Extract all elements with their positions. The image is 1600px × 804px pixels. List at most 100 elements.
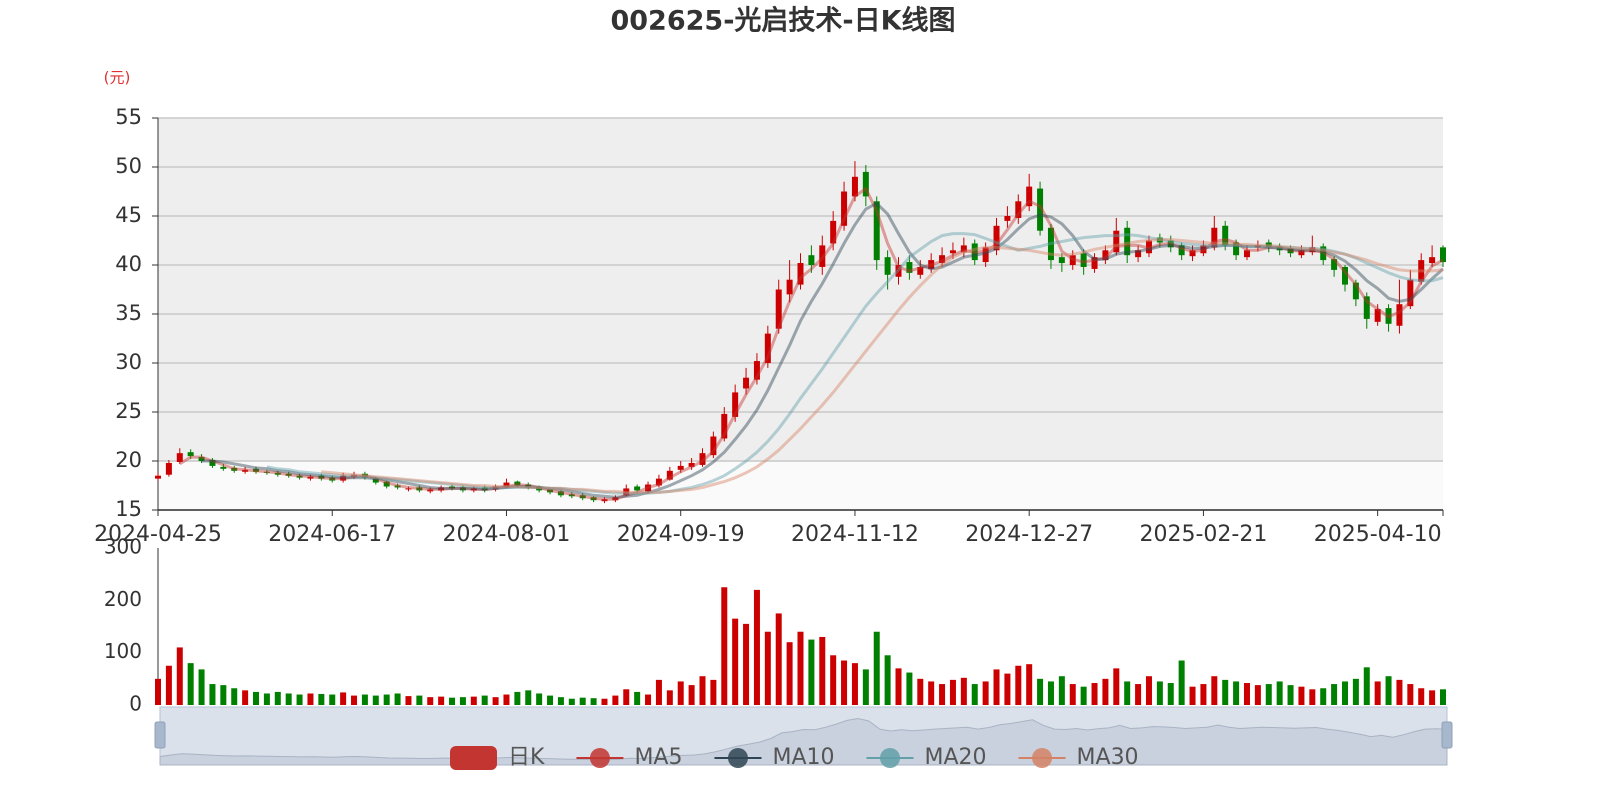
candle-body <box>841 191 848 226</box>
candle-body <box>1135 250 1142 258</box>
legend-label: MA5 <box>634 745 682 770</box>
volume-bar <box>1135 684 1142 705</box>
candle-body <box>1374 309 1381 322</box>
candle-body <box>438 487 445 491</box>
volume-bar <box>1331 684 1338 705</box>
volume-bar <box>1276 681 1283 705</box>
candle-body <box>1200 245 1207 254</box>
candle-body <box>645 484 652 492</box>
candle-body <box>155 475 161 479</box>
volume-bar <box>1200 684 1207 705</box>
candle-body <box>873 201 880 261</box>
candle-body <box>710 436 717 456</box>
candle-body <box>949 250 956 254</box>
legend-item[interactable]: MA5 <box>576 745 682 770</box>
candle-body <box>906 262 913 273</box>
volume-bar <box>601 698 608 705</box>
candle-body <box>307 476 314 479</box>
volume-bar <box>416 695 423 705</box>
candle-body <box>274 472 281 475</box>
volume-bar <box>841 660 848 705</box>
volume-bar <box>470 696 477 705</box>
x-tick-label: 2024-06-17 <box>268 522 396 547</box>
x-tick-label: 2024-09-19 <box>617 522 745 547</box>
candle-body <box>862 171 869 197</box>
volume-bar <box>851 663 858 705</box>
candle-body <box>1440 247 1446 263</box>
volume-bar <box>557 697 564 705</box>
candle-body <box>296 475 303 478</box>
volume-bar <box>242 690 249 705</box>
candle-body <box>939 255 946 264</box>
candle-body <box>242 469 249 472</box>
volume-bar <box>1385 676 1392 705</box>
ma-line <box>266 232 1444 495</box>
volume-bar <box>307 693 314 705</box>
volume-bar <box>492 697 499 705</box>
volume-bar <box>1102 678 1109 705</box>
candle-body <box>1265 242 1272 248</box>
x-tick-label: 2024-08-01 <box>443 522 571 547</box>
candle-body <box>1080 253 1087 267</box>
volume-bar <box>263 693 270 705</box>
volume-bar <box>775 613 782 705</box>
zoom-handle[interactable] <box>154 721 166 749</box>
candle-body <box>318 475 325 479</box>
x-tick-label: 2024-11-12 <box>791 522 919 547</box>
legend-icon <box>1032 748 1053 768</box>
volume-bar <box>612 695 619 705</box>
volume-bar <box>427 697 434 705</box>
volume-bar <box>666 690 673 705</box>
volume-bar <box>634 691 641 705</box>
candle-body <box>797 263 804 285</box>
candle-body <box>971 243 978 261</box>
volume-bar <box>1265 684 1272 705</box>
volume-bar <box>503 694 510 705</box>
candle-body <box>394 485 401 488</box>
volume-bar <box>732 618 739 705</box>
volume-bar <box>677 681 684 705</box>
volume-bar <box>253 691 260 705</box>
volume-tick-label: 0 <box>129 692 142 716</box>
candle-body <box>1287 248 1294 254</box>
candle-body <box>329 477 336 481</box>
legend-item[interactable]: MA30 <box>1018 745 1139 770</box>
candle-body <box>1211 227 1218 248</box>
volume-bar <box>993 669 1000 705</box>
volume-bar <box>721 587 728 705</box>
zoom-handle[interactable] <box>1441 721 1453 749</box>
legend-item[interactable]: 日K <box>450 745 545 770</box>
legend-item[interactable]: MA20 <box>866 745 987 770</box>
volume-bar <box>187 663 194 705</box>
candle-body <box>830 220 837 244</box>
volume-tick-label: 200 <box>104 587 142 611</box>
candle-body <box>1418 260 1425 282</box>
volume-bar <box>536 693 543 705</box>
volume-bar <box>808 639 815 705</box>
volume-bar <box>1298 686 1305 705</box>
candle-body <box>928 260 935 269</box>
volume-bar <box>786 642 793 705</box>
y-unit: (元) <box>104 69 131 87</box>
candle-body <box>1178 245 1185 256</box>
volume-bar <box>547 695 554 705</box>
candle-body <box>1341 266 1348 285</box>
candle-body <box>253 468 260 472</box>
volume-bar <box>1320 688 1327 705</box>
y-tick-label: 55 <box>115 105 142 129</box>
candle-body <box>459 487 466 491</box>
candle-body <box>1222 225 1229 246</box>
volume-bar <box>1047 681 1054 705</box>
volume-bar <box>797 631 804 705</box>
candle-body <box>198 457 205 461</box>
candle-body <box>1407 279 1414 307</box>
volume-bar <box>1418 688 1425 705</box>
volume-bar <box>285 693 292 705</box>
candle-body <box>1113 230 1120 253</box>
volume-bar <box>1189 686 1196 705</box>
candle-body <box>514 481 521 486</box>
legend-item[interactable]: MA10 <box>714 745 835 770</box>
legend-label: MA10 <box>772 745 834 770</box>
candle-body <box>1189 250 1196 257</box>
